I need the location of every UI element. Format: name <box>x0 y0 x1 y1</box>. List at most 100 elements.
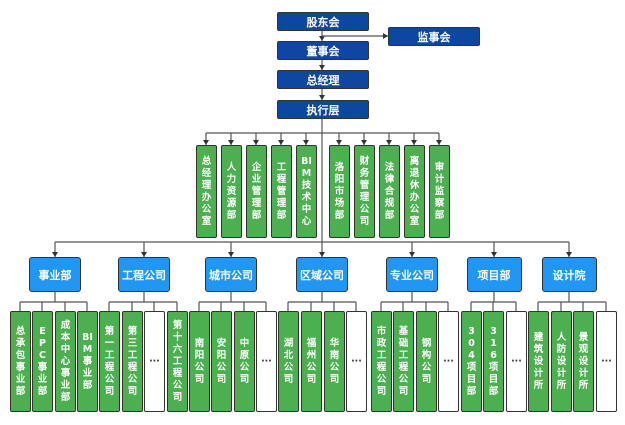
division-box-label: 设计院 <box>552 268 586 282</box>
unit-box-label: 总承包事业部 <box>15 325 26 397</box>
arrow-icon <box>491 252 497 257</box>
unit-box[interactable]: 华南公司 <box>324 311 345 412</box>
arrow-icon <box>319 95 325 100</box>
department-box-label: 法律合规部 <box>384 161 395 221</box>
department-box-label: BIM技术中心 <box>301 155 312 227</box>
unit-box-label: 安阳公司 <box>216 337 227 385</box>
unit-box[interactable]: 基础工程公司 <box>393 311 414 412</box>
department-box[interactable]: BIM技术中心 <box>296 145 317 238</box>
more-units-box[interactable]: ··· <box>256 311 277 412</box>
arrow-icon <box>203 140 209 145</box>
arrow-icon <box>319 65 325 70</box>
department-box[interactable]: 法律合规部 <box>379 145 400 238</box>
unit-box-label: 南阳公司 <box>194 337 205 385</box>
unit-box[interactable]: BIM事业部 <box>77 311 98 412</box>
department-box[interactable]: 离退休办公室 <box>404 145 425 238</box>
arrow-icon <box>228 252 234 257</box>
department-box[interactable]: 工程管理部 <box>271 145 292 238</box>
unit-box-label: 福州公司 <box>306 337 317 385</box>
unit-box[interactable]: 钢构公司 <box>416 311 437 412</box>
more-units-box-label: ··· <box>601 355 612 367</box>
department-box[interactable]: 企业管理部 <box>246 145 267 238</box>
arrow-icon <box>383 33 388 39</box>
unit-box[interactable]: 第十六工程公司 <box>167 311 188 412</box>
department-box[interactable]: 财务管理公司 <box>354 145 375 238</box>
arrow-icon <box>386 140 392 145</box>
division-box-label: 区域公司 <box>300 268 344 282</box>
department-box[interactable]: 洛阳市场部 <box>329 145 350 238</box>
unit-box-label: 第三工程公司 <box>127 325 138 397</box>
board-box[interactable]: 董事会 <box>277 41 369 60</box>
unit-box-label: 316项目部 <box>488 325 499 397</box>
division-box[interactable]: 城市公司 <box>205 257 257 292</box>
arrow-icon <box>566 252 572 257</box>
unit-box[interactable]: 景观设计所 <box>573 311 594 412</box>
unit-box-label: EPC事业部 <box>37 325 48 397</box>
arrow-icon <box>141 252 147 257</box>
shareholders-box[interactable]: 股东会 <box>277 12 369 31</box>
department-box[interactable]: 审计监察部 <box>429 145 450 238</box>
more-units-box[interactable]: ··· <box>438 311 459 412</box>
unit-box[interactable]: 湖北公司 <box>278 311 299 412</box>
unit-box[interactable]: EPC事业部 <box>32 311 53 412</box>
more-units-box-label: ··· <box>261 355 272 367</box>
supervisors-box[interactable]: 监事会 <box>388 27 480 46</box>
general-manager-box[interactable]: 总经理 <box>277 70 369 89</box>
unit-box[interactable]: 成本中心事业部 <box>55 311 76 412</box>
unit-box[interactable]: 建筑设计所 <box>528 311 549 412</box>
unit-box[interactable]: 福州公司 <box>301 311 322 412</box>
unit-box-label: BIM事业部 <box>82 331 93 391</box>
unit-box-label: 基础工程公司 <box>398 325 409 397</box>
unit-box[interactable]: 南阳公司 <box>189 311 210 412</box>
division-box[interactable]: 设计院 <box>541 257 597 292</box>
more-units-box[interactable]: ··· <box>144 311 165 412</box>
unit-box-label: 钢构公司 <box>421 337 432 385</box>
department-box-label: 离退休办公室 <box>409 155 420 227</box>
department-box-label: 洛阳市场部 <box>334 161 345 221</box>
division-box[interactable]: 项目部 <box>466 257 522 292</box>
unit-box[interactable]: 市政工程公司 <box>371 311 392 412</box>
unit-box[interactable]: 人防设计所 <box>551 311 572 412</box>
division-box[interactable]: 专业公司 <box>386 257 438 292</box>
unit-box[interactable]: 中原公司 <box>234 311 255 412</box>
division-box-label: 城市公司 <box>209 268 253 282</box>
unit-box-label: 湖北公司 <box>283 337 294 385</box>
department-box-label: 工程管理部 <box>276 161 287 221</box>
arrow-icon <box>278 140 284 145</box>
executive-box[interactable]: 执行层 <box>277 100 369 119</box>
division-box-label: 工程公司 <box>122 268 166 282</box>
arrow-icon <box>409 252 415 257</box>
unit-box-label: 人防设计所 <box>556 331 567 391</box>
more-units-box-label: ··· <box>443 355 454 367</box>
department-box[interactable]: 总经理办公室 <box>196 145 217 238</box>
department-box-label: 财务管理公司 <box>359 155 370 227</box>
arrow-icon <box>336 140 342 145</box>
arrow-icon <box>228 140 234 145</box>
arrow-icon <box>52 252 58 257</box>
more-units-box-label: ··· <box>351 355 362 367</box>
division-box[interactable]: 工程公司 <box>118 257 170 292</box>
unit-box-label: 市政工程公司 <box>376 325 387 397</box>
division-box-label: 专业公司 <box>390 268 434 282</box>
unit-box-label: 中原公司 <box>239 337 250 385</box>
arrow-icon <box>303 140 309 145</box>
division-box[interactable]: 区域公司 <box>296 257 348 292</box>
unit-box[interactable]: 第一工程公司 <box>99 311 120 412</box>
unit-box[interactable]: 第三工程公司 <box>122 311 143 412</box>
division-box[interactable]: 事业部 <box>29 257 81 292</box>
more-units-box[interactable]: ··· <box>506 311 527 412</box>
division-box-label: 事业部 <box>38 268 72 282</box>
more-units-box[interactable]: ··· <box>346 311 367 412</box>
unit-box-label: 华南公司 <box>329 337 340 385</box>
unit-box-label: 304项目部 <box>466 325 477 397</box>
department-box[interactable]: 人力资源部 <box>221 145 242 238</box>
unit-box[interactable]: 总承包事业部 <box>10 311 31 412</box>
unit-box[interactable]: 316项目部 <box>483 311 504 412</box>
unit-box[interactable]: 304项目部 <box>461 311 482 412</box>
unit-box-label: 成本中心事业部 <box>60 319 71 403</box>
arrow-icon <box>319 252 325 257</box>
unit-box[interactable]: 安阳公司 <box>211 311 232 412</box>
arrow-icon <box>411 140 417 145</box>
more-units-box[interactable]: ··· <box>596 311 617 412</box>
